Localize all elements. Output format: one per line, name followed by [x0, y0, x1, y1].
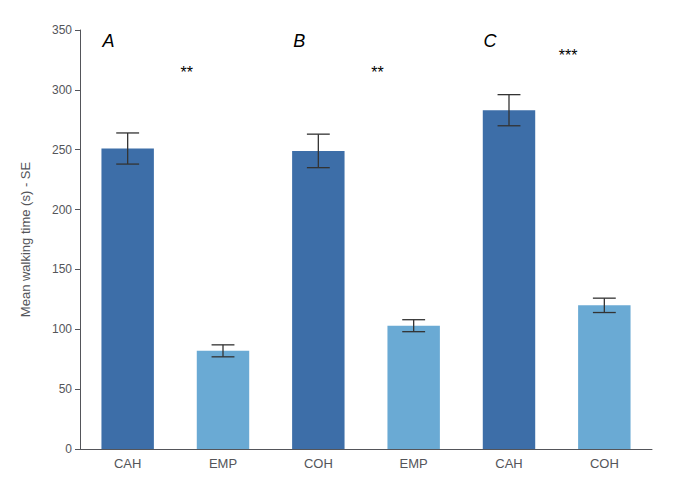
svg-text:200: 200 [52, 203, 72, 217]
svg-text:CAH: CAH [495, 456, 522, 471]
svg-text:C: C [483, 31, 497, 51]
svg-text:COH: COH [590, 456, 619, 471]
svg-text:0: 0 [65, 442, 72, 456]
svg-text:B: B [293, 31, 305, 51]
svg-text:COH: COH [304, 456, 333, 471]
svg-text:Mean walking time (s) - SE: Mean walking time (s) - SE [18, 162, 33, 318]
svg-text:A: A [102, 31, 115, 51]
svg-text:EMP: EMP [209, 456, 237, 471]
svg-text:EMP: EMP [400, 456, 428, 471]
svg-text:50: 50 [59, 382, 73, 396]
svg-text:100: 100 [52, 322, 72, 336]
svg-text:250: 250 [52, 143, 72, 157]
svg-text:350: 350 [52, 23, 72, 37]
svg-text:150: 150 [52, 262, 72, 276]
svg-text:***: *** [559, 47, 578, 64]
svg-text:**: ** [371, 64, 383, 81]
svg-text:CAH: CAH [114, 456, 141, 471]
svg-text:**: ** [181, 64, 193, 81]
svg-text:300: 300 [52, 83, 72, 97]
